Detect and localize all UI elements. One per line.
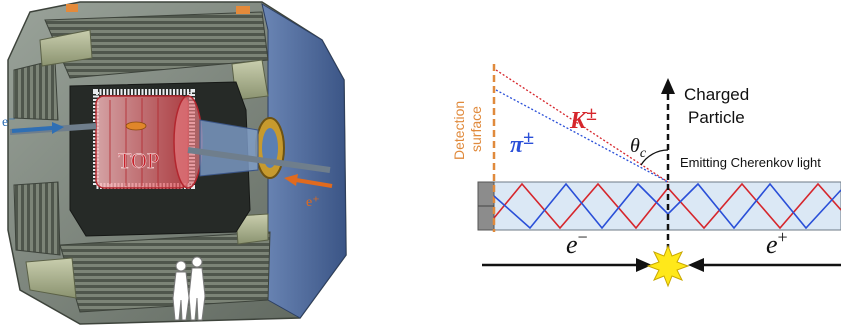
charged-particle-label-line1: Charged — [684, 85, 749, 104]
pion-photon-path — [495, 89, 669, 183]
positron-beam-arrowhead — [688, 258, 704, 272]
kaon-label: K± — [569, 103, 597, 134]
cherenkov-light-label: Emitting Cherenkov light — [680, 155, 821, 170]
belle2-detector-illustration: e⁻ e⁺ TOP — [2, 1, 347, 325]
pion-symbol: π — [510, 132, 524, 158]
kaon-symbol: K — [569, 108, 588, 134]
detector-olive-panel-right-low — [235, 213, 269, 245]
detector-left-ribs — [13, 59, 59, 121]
collision-burst-icon — [646, 244, 690, 288]
human-scale-figures — [172, 256, 206, 321]
beam-in-label: e⁻ — [2, 115, 16, 130]
beam-out-label: e⁺ — [306, 195, 320, 210]
positron-label: e+ — [766, 227, 788, 259]
detection-surface-label-line1: Detection — [451, 101, 467, 160]
detector-olive-panel-top — [39, 29, 93, 67]
pion-label: π± — [510, 127, 534, 158]
beam-pipe-right — [187, 147, 331, 173]
detector-endcap-blue — [261, 2, 347, 319]
positron-symbol: e — [766, 230, 778, 259]
top-counter-cylinder — [95, 95, 203, 189]
detector-corner-pad — [236, 6, 250, 14]
top-principle-diagram: Detection surface K± π± Charged Particle… — [451, 64, 841, 288]
electron-beam-arrowhead — [636, 258, 652, 272]
kaon-charge: ± — [586, 103, 597, 125]
detection-surface-label-line2: surface — [468, 106, 484, 152]
detector-olive-panel-bottom — [25, 257, 77, 299]
detector-corner-pad — [66, 4, 78, 12]
theta-subscript: c — [640, 146, 647, 161]
charged-particle-label-line2: Particle — [688, 108, 745, 127]
pion-charge: ± — [523, 127, 534, 149]
electron-beam-arrow — [11, 122, 64, 134]
charged-particle-arrowhead — [661, 78, 675, 94]
cherenkov-angle-arc — [640, 149, 669, 166]
electron-symbol: e — [566, 230, 578, 259]
forward-cone — [199, 119, 259, 177]
top-detector-label: TOP — [118, 148, 159, 173]
theta-c-label: θc — [630, 135, 647, 161]
theta-symbol: θ — [630, 135, 640, 157]
electron-charge: − — [578, 227, 588, 247]
positron-beam-arrow — [284, 174, 333, 188]
positron-charge: + — [778, 227, 788, 247]
interaction-region — [125, 121, 147, 131]
detector-left-ribs-lower — [13, 181, 61, 256]
electron-label: e− — [566, 227, 588, 259]
